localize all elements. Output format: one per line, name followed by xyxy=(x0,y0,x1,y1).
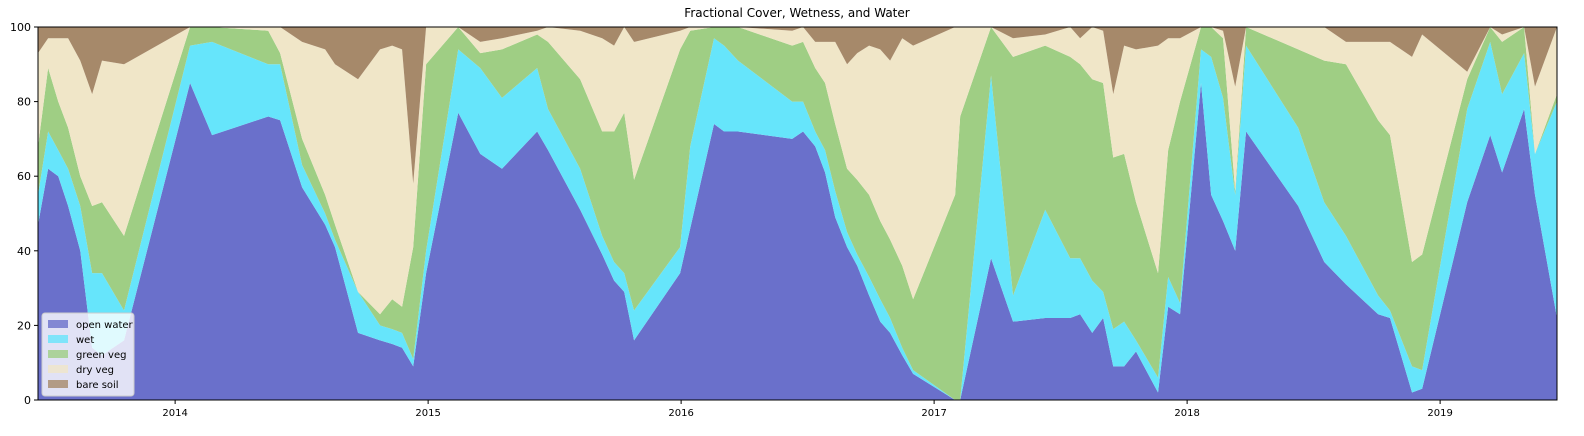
y-tick-label: 0 xyxy=(24,394,31,407)
legend-box xyxy=(41,312,135,397)
legend-label: bare soil xyxy=(76,380,119,391)
legend-swatch xyxy=(48,380,68,388)
x-tick-label: 2018 xyxy=(1174,408,1199,419)
legend-swatch xyxy=(48,365,68,373)
legend: open water wet green veg dry veg bare soil xyxy=(41,312,135,397)
legend-swatch xyxy=(48,320,68,328)
plot-frame xyxy=(37,26,1558,401)
legend-label: open water xyxy=(76,320,134,331)
area xyxy=(38,27,1557,315)
x-tick-label: 2016 xyxy=(668,408,693,419)
y-tick-label: 80 xyxy=(17,96,31,109)
x-tick-label: 2014 xyxy=(162,408,187,419)
area xyxy=(38,27,1557,184)
y-tick-label: 100 xyxy=(10,21,31,34)
area xyxy=(38,27,1557,400)
y-tick-label: 60 xyxy=(17,170,31,183)
y-tick-label: 20 xyxy=(17,319,31,332)
x-tick-label: 2015 xyxy=(415,408,440,419)
x-tick-label: 2019 xyxy=(1427,408,1452,419)
chart-title: Fractional Cover, Wetness, and Water xyxy=(684,6,909,20)
legend-label: wet xyxy=(76,335,94,346)
x-tick-label: 2017 xyxy=(921,408,946,419)
legend-swatch xyxy=(48,350,68,358)
legend-swatch xyxy=(48,335,68,343)
area xyxy=(38,82,1557,400)
y-tick-label: 40 xyxy=(17,245,31,258)
legend-label: dry veg xyxy=(76,365,114,376)
legend-label: green veg xyxy=(76,350,126,361)
area xyxy=(38,38,1557,400)
